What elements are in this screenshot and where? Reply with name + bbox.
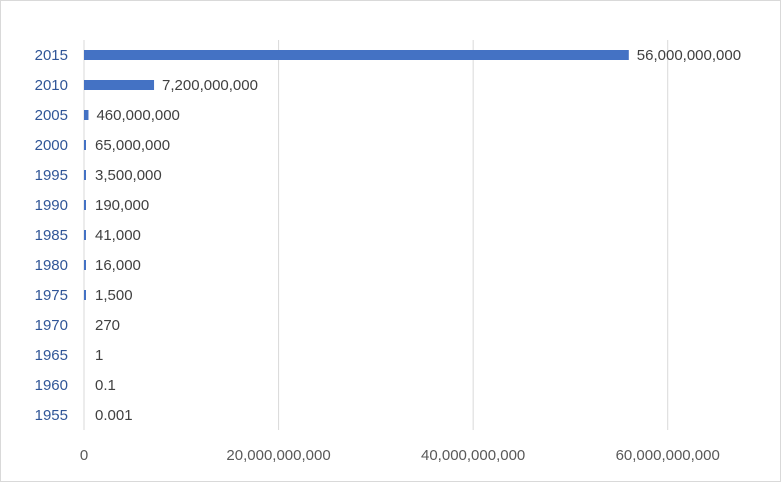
data-label-1970: 270 (95, 317, 120, 334)
category-label-1995: 1995 (35, 167, 68, 184)
data-label-2010: 7,200,000,000 (162, 77, 258, 94)
bar-2000 (84, 140, 86, 150)
data-label-1975: 1,500 (95, 287, 133, 304)
category-label-2015: 2015 (35, 47, 68, 64)
data-label-1985: 41,000 (95, 227, 141, 244)
x-tick-label: 0 (80, 447, 88, 464)
category-label-2005: 2005 (35, 107, 68, 124)
category-label-2010: 2010 (35, 77, 68, 94)
x-tick-label: 40,000,000,000 (421, 447, 525, 464)
x-tick-label: 20,000,000,000 (226, 447, 330, 464)
category-label-1985: 1985 (35, 227, 68, 244)
bar-1995 (84, 170, 86, 180)
data-label-1990: 190,000 (95, 197, 149, 214)
data-label-1980: 16,000 (95, 257, 141, 274)
bars (84, 50, 629, 300)
x-axis-tick-labels: 0 20,000,000,000 40,000,000,000 60,000,000,… (80, 447, 720, 464)
data-label-2000: 65,000,000 (95, 137, 170, 154)
category-label-1965: 1965 (35, 347, 68, 364)
bar-2010 (84, 80, 155, 90)
bar-2005 (84, 110, 89, 120)
category-label-1980: 1980 (35, 257, 68, 274)
data-label-2005: 460,000,000 (96, 107, 179, 124)
category-label-1955: 1955 (35, 407, 68, 424)
data-label-1965: 1 (95, 347, 103, 364)
bar-1975 (84, 290, 86, 300)
data-label-1955: 0.001 (95, 407, 133, 424)
data-label-1995: 3,500,000 (95, 167, 162, 184)
category-label-1970: 1970 (35, 317, 68, 334)
category-label-1990: 1990 (35, 197, 68, 214)
bar-1985 (84, 230, 86, 240)
category-label-2000: 2000 (35, 137, 68, 154)
data-labels: 56,000,000,000 7,200,000,000 460,000,000 65… (95, 47, 741, 424)
data-label-1960: 0.1 (95, 377, 116, 394)
gridlines (83, 40, 669, 430)
bar-2015 (84, 50, 629, 60)
bar-1980 (84, 260, 86, 270)
category-label-1975: 1975 (35, 287, 68, 304)
bar-1990 (84, 200, 86, 210)
category-label-1960: 1960 (35, 377, 68, 394)
x-tick-label: 60,000,000,000 (616, 447, 720, 464)
data-label-2015: 56,000,000,000 (637, 47, 741, 64)
category-labels: 2015 2010 2005 2000 1995 1990 1985 1980 1975 1970… (35, 47, 68, 424)
